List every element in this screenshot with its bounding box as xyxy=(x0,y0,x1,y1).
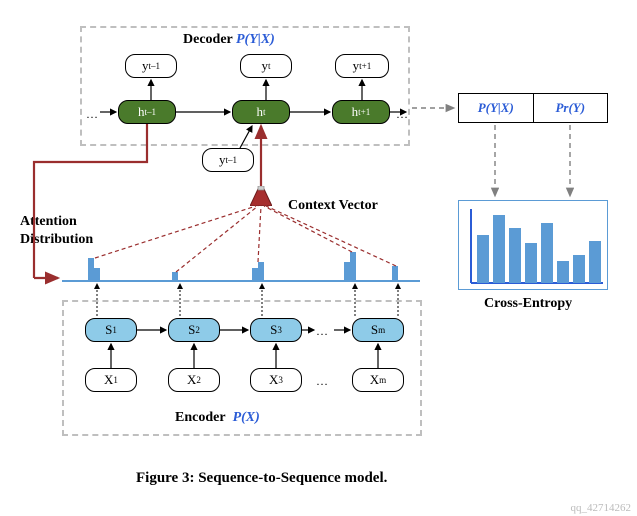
context-vector-label: Context Vector xyxy=(288,198,378,214)
y-prev-input-node: yt–1 xyxy=(202,148,254,172)
figure-caption: Figure 3: Sequence-to-Sequence model. xyxy=(136,470,387,487)
h-tminus1-node: ht–1 xyxy=(118,100,176,124)
attention-label: AttentionDistribution xyxy=(20,213,93,248)
output-prob-box: P(Y|X) Pr(Y) xyxy=(458,93,608,123)
ce-bar-2 xyxy=(493,215,505,283)
attn-bar-3 xyxy=(172,272,178,280)
y-tminus1-node: yt–1 xyxy=(125,54,177,78)
y-t-node: yt xyxy=(240,54,292,78)
pry-cell: Pr(Y) xyxy=(533,94,608,122)
xm-node: Xm xyxy=(352,368,404,392)
ce-bar-4 xyxy=(525,243,537,283)
ce-bar-1 xyxy=(477,235,489,283)
decoder-dots-right: … xyxy=(396,107,408,122)
attn-bar-2 xyxy=(94,268,100,280)
y-tplus1-node: yt+1 xyxy=(335,54,389,78)
s2-node: S2 xyxy=(168,318,220,342)
cross-entropy-label: Cross-Entropy xyxy=(484,296,572,312)
attn-bar-5 xyxy=(258,262,264,280)
decoder-formula: P(Y|X) xyxy=(236,32,275,47)
h-t-node: ht xyxy=(232,100,290,124)
ce-bar-6 xyxy=(557,261,569,283)
cross-entropy-chart xyxy=(458,200,608,290)
watermark-text: qq_42714262 xyxy=(571,502,632,514)
decoder-label: Decoder xyxy=(183,32,233,47)
encoder-label: Encoder xyxy=(175,410,226,425)
s1-node: S1 xyxy=(85,318,137,342)
encoder-formula: P(X) xyxy=(233,410,260,425)
funnel-icon xyxy=(250,186,272,206)
s3-node: S3 xyxy=(250,318,302,342)
ce-bar-7 xyxy=(573,255,585,283)
ce-bar-8 xyxy=(589,241,601,283)
attention-axis xyxy=(62,280,420,282)
encoder-title: Encoder P(X) xyxy=(175,410,260,426)
ce-bar-3 xyxy=(509,228,521,283)
decoder-dots-left: … xyxy=(86,107,98,122)
x1-node: X1 xyxy=(85,368,137,392)
x2-node: X2 xyxy=(168,368,220,392)
diagram-canvas: Decoder P(Y|X) yt–1 yt yt+1 ht–1 ht ht+1… xyxy=(0,0,637,516)
encoder-dots-s: … xyxy=(316,324,328,339)
pyx-cell: P(Y|X) xyxy=(459,94,533,122)
encoder-dots-x: … xyxy=(316,374,328,389)
sm-node: Sm xyxy=(352,318,404,342)
attn-bar-8 xyxy=(392,266,398,280)
ce-bar-5 xyxy=(541,223,553,283)
h-tplus1-node: ht+1 xyxy=(332,100,390,124)
decoder-title: Decoder P(Y|X) xyxy=(183,32,275,48)
x3-node: X3 xyxy=(250,368,302,392)
attn-bar-7 xyxy=(350,252,356,280)
